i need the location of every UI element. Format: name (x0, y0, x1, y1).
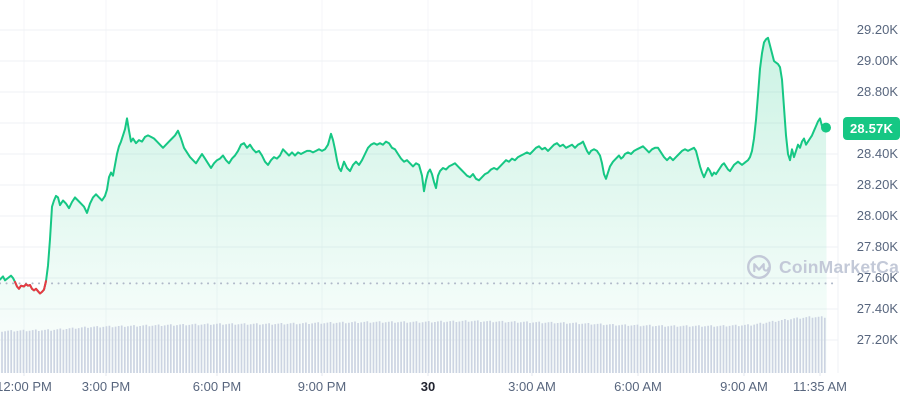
volume-bars (1, 316, 826, 373)
y-axis-label: 29.00K (856, 53, 898, 68)
x-axis-label: 9:00 AM (720, 379, 768, 394)
latest-price-dot (821, 122, 831, 133)
x-axis-label: 3:00 PM (81, 379, 131, 394)
y-axis-label: 28.00K (856, 208, 898, 223)
coinmarketcap-logo-icon (746, 254, 772, 280)
x-axis-label: 3:00 AM (508, 379, 556, 394)
y-axis-label: 27.20K (856, 332, 898, 347)
coinmarketcap-watermark: CoinMarketCap (746, 254, 900, 280)
x-axis-label: 9:00 PM (297, 379, 347, 394)
watermark-text: CoinMarketCap (779, 256, 900, 277)
x-axis-label: 30 (420, 379, 436, 394)
y-axis-label: 29.20K (856, 22, 898, 37)
price-area-fill (0, 37, 827, 374)
y-axis-label: 27.80K (856, 239, 898, 254)
x-axis-label: 12:00 PM (0, 379, 52, 394)
price-line-below-open (14, 280, 47, 295)
y-axis-label: 28.80K (856, 84, 898, 99)
y-axis-label: 27.40K (856, 301, 898, 316)
y-axis-label: 28.40K (856, 146, 898, 161)
x-axis-label: 11:35 AM (793, 379, 847, 394)
price-line (0, 36, 827, 295)
x-axis-label: 6:00 PM (192, 379, 242, 394)
y-axis-label: 28.20K (856, 177, 898, 192)
current-price-badge: 28.57K (843, 117, 900, 140)
y-axis-label: 27.60K (856, 270, 898, 285)
x-axis-label: 6:00 AM (614, 379, 662, 394)
